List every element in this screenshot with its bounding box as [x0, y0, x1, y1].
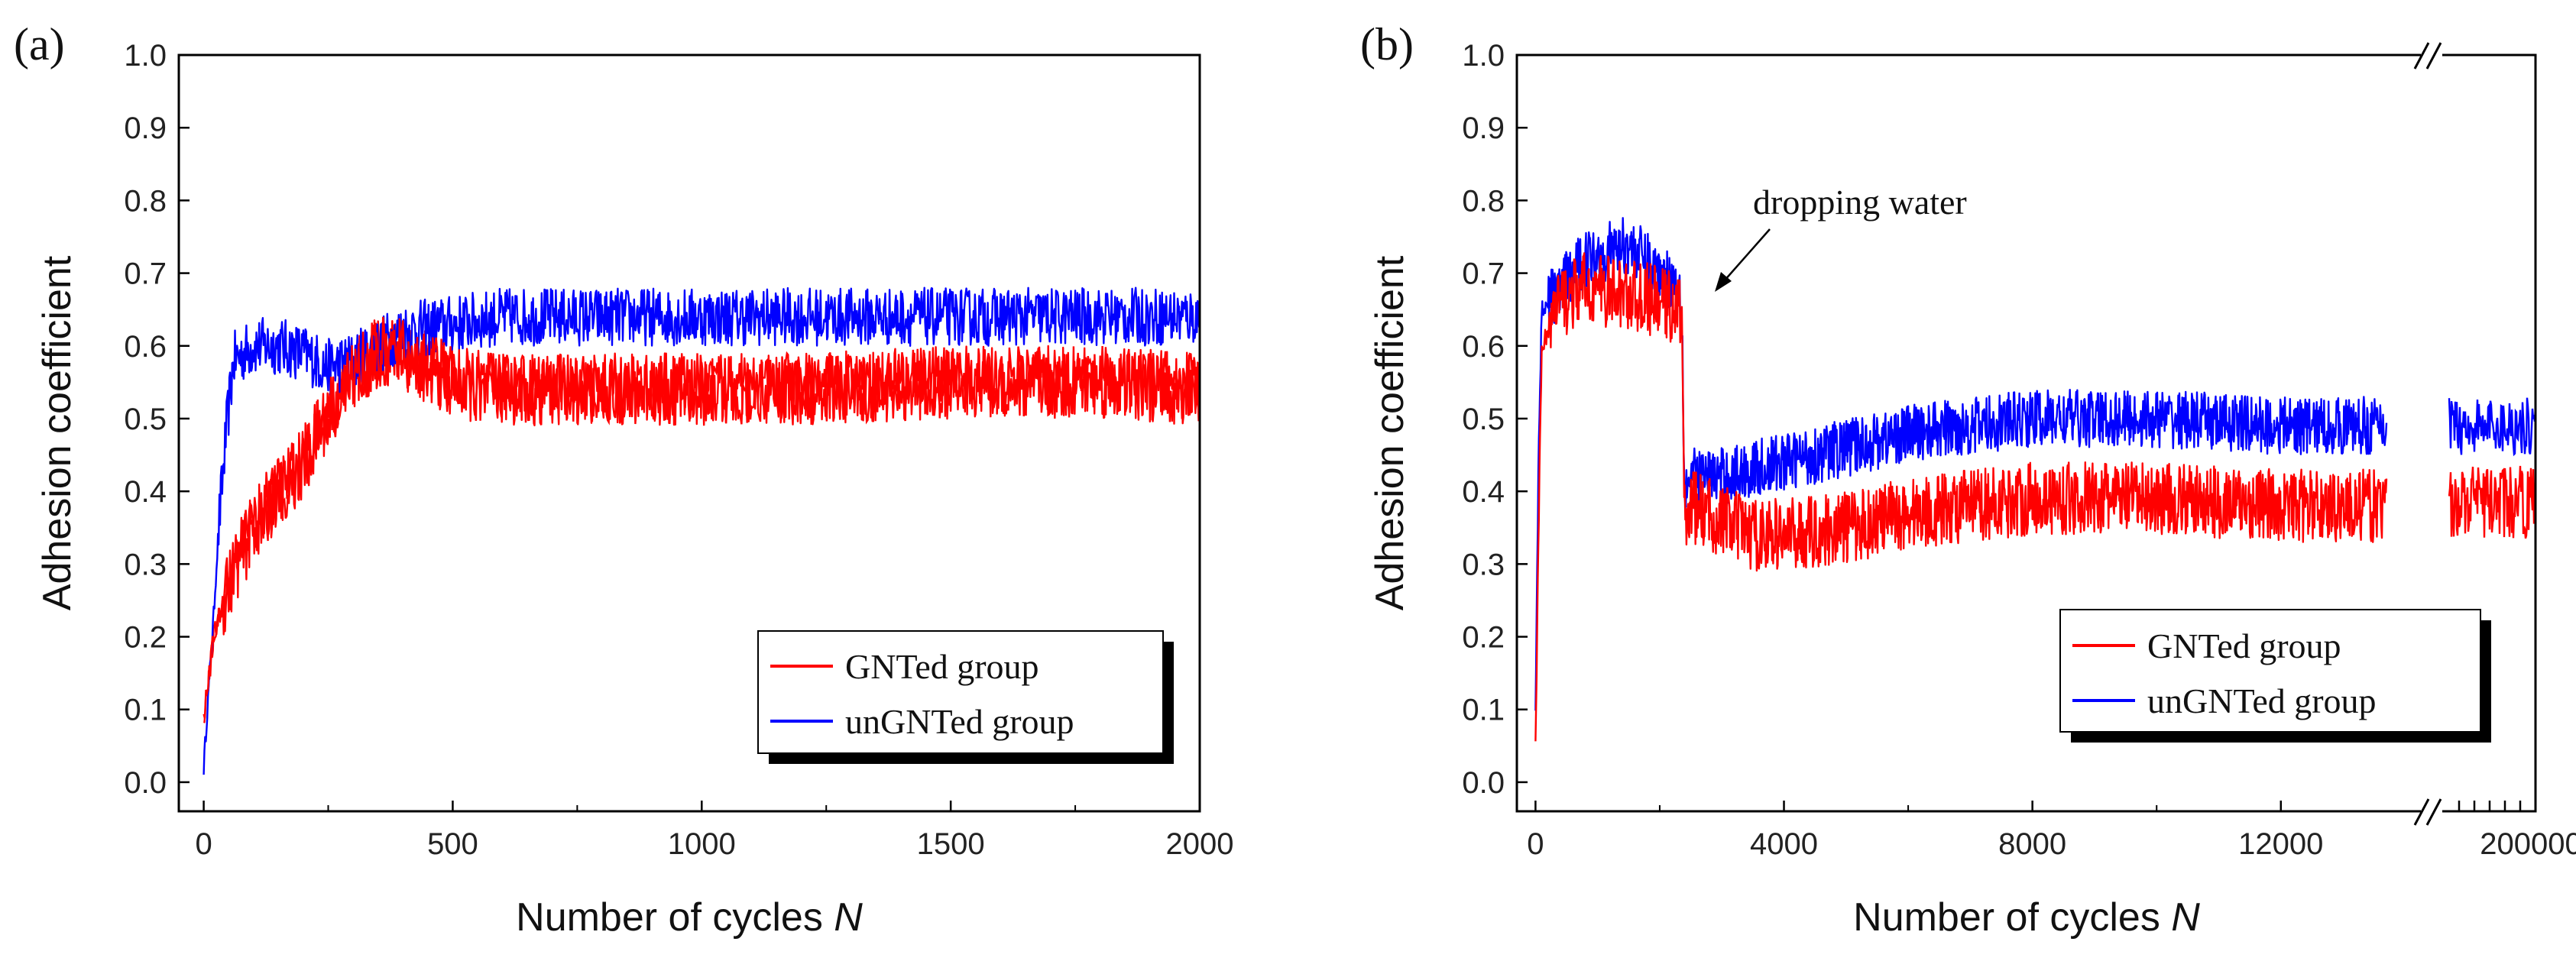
panel-b-y-tick-label: 0.7 — [1462, 257, 1505, 291]
panel-a-frame — [177, 53, 1201, 813]
panel-b-y-tick-label: 0.9 — [1462, 112, 1505, 145]
panel-b-axis-break-marks — [2413, 42, 2442, 826]
panel-b-annotation-arrow-line — [1723, 228, 1771, 282]
panel-a-x-ticks: 0 500 1000 1500 2000 — [195, 801, 1233, 861]
panel-b-y-tick-label: 0.4 — [1462, 475, 1505, 509]
panel-a-x-tick-label: 1500 — [917, 827, 985, 861]
panel-b-x-tick-label-after-break: 200000 — [2480, 827, 2576, 861]
panel-a-y-tick-label: 0.4 — [124, 475, 167, 509]
panel-b-y-tick-label: 0.0 — [1462, 766, 1505, 800]
panel-b-x-tick-label: 12000 — [2238, 827, 2323, 861]
panel-b-x-tick-label: 8000 — [1998, 827, 2066, 861]
panel-b-y-tick-label: 0.6 — [1462, 330, 1505, 364]
panel-b-series-ungnted-after-break — [2448, 397, 2535, 457]
panel-b-y-axis-title: Adhesion coefficient — [1368, 255, 1412, 610]
panel-a-x-axis-title-text: Number of cycles — [516, 895, 823, 940]
panel-b-annotation: dropping water — [1715, 183, 1967, 292]
panel-a-y-axis-title: Adhesion coefficient — [35, 255, 79, 610]
panel-b-y-tick-label: 1.0 — [1462, 39, 1505, 73]
panel-b-plot-area — [1534, 217, 2388, 742]
panel-a-y-tick-label: 0.7 — [124, 257, 167, 291]
panel-a-x-tick-label: 500 — [427, 827, 478, 861]
panel-b-label: (b) — [1360, 19, 1414, 70]
panel-a-y-tick-label: 0.8 — [124, 184, 167, 218]
panel-b: (b) 0.0 0.1 0.2 0.3 0.4 0.5 0.6 0.7 0.8 0.9 1.0 0 4… — [1360, 19, 2576, 940]
panel-b-annotation-arrow-head — [1715, 272, 1732, 292]
panel-b-plot-area-after-break — [2448, 397, 2535, 539]
panel-b-series-gnted-after-break — [2448, 465, 2535, 539]
panel-a-legend-box — [757, 630, 1164, 754]
panel-a-y-tick-label: 0.2 — [124, 621, 167, 655]
panel-b-x-axis-title: Number of cycles N — [1853, 895, 2200, 940]
panel-b-annotation-text: dropping water — [1753, 183, 1967, 222]
panel-b-y-ticks: 0.0 0.1 0.2 0.3 0.4 0.5 0.6 0.7 0.8 0.9 1.0 — [1462, 39, 1528, 800]
panel-a-x-axis-title-var: N — [834, 895, 863, 940]
panel-b-x-axis-title-var: N — [2171, 895, 2200, 940]
panel-a-x-tick-label: 1000 — [668, 827, 736, 861]
panel-a-y-tick-label: 0.6 — [124, 330, 167, 364]
panel-b-legend-label-gnted: GNTed group — [2147, 626, 2341, 665]
panel-b-series-gnted — [1534, 252, 2388, 742]
panel-a-y-tick-label: 1.0 — [124, 39, 167, 73]
panel-a-y-tick-label: 0.1 — [124, 694, 167, 727]
panel-a-y-tick-label: 0.9 — [124, 112, 167, 145]
panel-b-y-tick-label: 0.3 — [1462, 548, 1505, 581]
panel-a-legend: GNTed group unGNTed group — [757, 630, 1174, 764]
panel-b-legend: GNTed group unGNTed group — [2059, 609, 2491, 743]
panel-b-y-tick-label: 0.1 — [1462, 694, 1505, 727]
panel-b-frame — [1515, 53, 2537, 813]
panel-b-x-axis-title-text: Number of cycles — [1853, 895, 2160, 940]
panel-a-label: (a) — [14, 19, 65, 70]
panel-a-legend-label-ungnted: unGNTed group — [845, 702, 1074, 741]
panel-a-x-axis-title: Number of cycles N — [516, 895, 863, 940]
panel-b-x-ticks: 0 4000 8000 12000 200000 — [1527, 801, 2576, 861]
panel-a-x-tick-label: 0 — [195, 827, 212, 861]
panel-b-legend-label-ungnted: unGNTed group — [2147, 681, 2377, 720]
panel-a-x-tick-label: 2000 — [1166, 827, 1234, 861]
panel-a-y-ticks: 0.0 0.1 0.2 0.3 0.4 0.5 0.6 0.7 0.8 0.9 1.0 — [124, 39, 190, 800]
panel-a-y-tick-label: 0.3 — [124, 548, 167, 581]
panel-a-legend-label-gnted: GNTed group — [845, 647, 1039, 686]
panel-b-y-tick-label: 0.2 — [1462, 621, 1505, 655]
panel-b-y-tick-label: 0.5 — [1462, 403, 1505, 436]
panel-a-y-tick-label: 0.0 — [124, 766, 167, 800]
panel-b-legend-box — [2059, 609, 2481, 733]
panel-b-x-tick-label: 0 — [1527, 827, 1544, 861]
panel-b-x-tick-label: 4000 — [1750, 827, 1818, 861]
panel-b-y-tick-label: 0.8 — [1462, 184, 1505, 218]
panel-a-series-gnted-front — [203, 316, 1200, 719]
panel-a-y-tick-label: 0.5 — [124, 403, 167, 436]
panel-a: (a) 0.0 0.1 0.2 0.3 0.4 0.5 0.6 0.7 0.8 0.9 1.0 0 5… — [14, 19, 1233, 940]
